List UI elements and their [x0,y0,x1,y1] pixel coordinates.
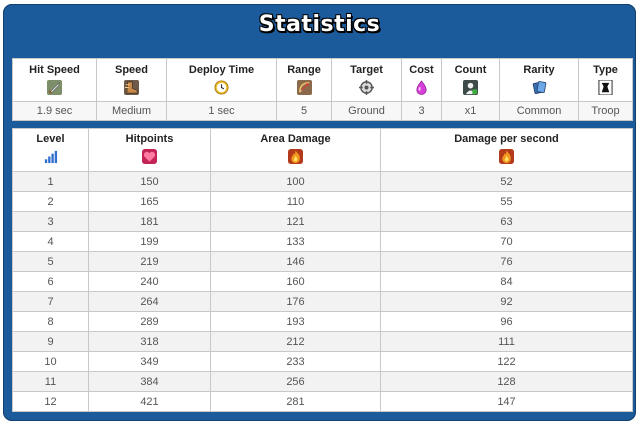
hitpoints-cell: 240 [88,271,211,292]
dps-cell: 52 [380,171,633,192]
area-damage-cell: 160 [210,271,381,292]
dps-cell: 76 [380,251,633,272]
stat-value-rarity: Common [499,101,579,121]
person-icon [463,80,478,95]
stat-value-range: 5 [276,101,332,121]
boot-icon [124,80,139,95]
stat-header-range: Range [276,58,332,102]
level-cell: 9 [12,331,89,352]
dps-header: Damage per second [380,128,633,172]
area-damage-cell: 100 [210,171,381,192]
area-damage-cell: 281 [210,391,381,412]
clock-icon [214,80,229,95]
dps-cell: 96 [380,311,633,332]
stat-header-rarity: Rarity [499,58,579,102]
level-cell: 4 [12,231,89,252]
dps-cell: 63 [380,211,633,232]
fire-icon [499,149,514,164]
hitpoints-cell: 219 [88,251,211,272]
level-cell: 5 [12,251,89,272]
stat-header-target: Target [331,58,402,102]
area-damage-cell: 110 [210,191,381,212]
table-row: 5 219 146 76 [12,251,633,272]
stat-value-hit-speed: 1.9 sec [12,101,97,121]
hitpoints-header: Hitpoints [88,128,211,172]
crosshair-icon [359,80,374,95]
area-damage-header: Area Damage [210,128,381,172]
dps-cell: 111 [380,331,633,352]
stat-value-target: Ground [331,101,402,121]
area-damage-cell: 121 [210,211,381,232]
level-stats-table: Level Hitpoints Area D [12,128,633,412]
stat-value-type: Troop [578,101,633,121]
fire-icon [288,149,303,164]
area-damage-cell: 146 [210,251,381,272]
area-damage-cell: 212 [210,331,381,352]
stats-table: Hit Speed Speed Deploy [12,58,633,121]
level-cell: 8 [12,311,89,332]
stat-header-speed: Speed [96,58,167,102]
tower-icon [598,80,613,95]
table-row: 1 150 100 52 [12,171,633,192]
bow-icon [296,80,312,95]
dps-cell: 84 [380,271,633,292]
dps-cell: 55 [380,191,633,212]
area-damage-cell: 176 [210,291,381,312]
heart-icon [142,149,157,164]
table-row: 8 289 193 96 [12,311,633,332]
hitpoints-cell: 165 [88,191,211,212]
area-damage-cell: 233 [210,351,381,372]
panel-title: Statistics [258,12,381,37]
hitpoints-cell: 199 [88,231,211,252]
dps-cell: 128 [380,371,633,392]
dps-cell: 147 [380,391,633,412]
level-cell: 6 [12,271,89,292]
area-damage-cell: 256 [210,371,381,392]
dps-cell: 92 [380,291,633,312]
table-row: 9 318 212 111 [12,331,633,352]
hitpoints-cell: 289 [88,311,211,332]
hitpoints-cell: 150 [88,171,211,192]
hitpoints-cell: 318 [88,331,211,352]
level-cell: 10 [12,351,89,372]
level-cell: 2 [12,191,89,212]
stat-value-deploy-time: 1 sec [166,101,277,121]
stat-value-speed: Medium [96,101,167,121]
table-row: 7 264 176 92 [12,291,633,312]
dps-cell: 122 [380,351,633,372]
table-row: 12 421 281 147 [12,391,633,412]
level-bars-icon [44,150,58,164]
area-damage-cell: 193 [210,311,381,332]
level-cell: 12 [12,391,89,412]
table-row: 2 165 110 55 [12,191,633,212]
table-row: 4 199 133 70 [12,231,633,252]
level-cell: 7 [12,291,89,312]
statistics-panel: Statistics Hit Speed Speed [3,4,636,421]
level-cell: 3 [12,211,89,232]
stat-header-type: Type [578,58,633,102]
area-damage-cell: 133 [210,231,381,252]
sword-icon [47,80,62,95]
stat-header-hit-speed: Hit Speed [12,58,97,102]
hitpoints-cell: 384 [88,371,211,392]
level-header: Level [12,128,89,172]
hitpoints-cell: 264 [88,291,211,312]
hitpoints-cell: 421 [88,391,211,412]
hitpoints-cell: 181 [88,211,211,232]
stat-value-cost: 3 [401,101,442,121]
stat-header-cost: Cost [401,58,442,102]
elixir-drop-icon [416,80,427,95]
stat-header-deploy-time: Deploy Time [166,58,277,102]
cards-icon [532,81,546,94]
level-cell: 11 [12,371,89,392]
table-row: 3 181 121 63 [12,211,633,232]
table-row: 10 349 233 122 [12,351,633,372]
hitpoints-cell: 349 [88,351,211,372]
dps-cell: 70 [380,231,633,252]
table-row: 11 384 256 128 [12,371,633,392]
stat-value-count: x1 [441,101,500,121]
level-cell: 1 [12,171,89,192]
table-row: 6 240 160 84 [12,271,633,292]
stat-header-count: Count [441,58,500,102]
